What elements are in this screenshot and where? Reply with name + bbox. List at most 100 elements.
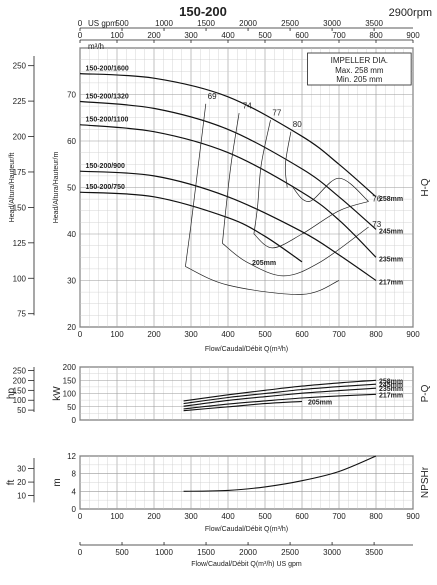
npsh-y-tick-ft: 10 xyxy=(17,492,26,501)
hq-y-tick-ft: 200 xyxy=(13,133,27,142)
npsh-y-tick-m: 4 xyxy=(72,487,77,496)
top-m3h-zero: 0 xyxy=(78,31,83,40)
hq-x-tick-label: 600 xyxy=(295,330,309,339)
top-gpm-tick-label: 1500 xyxy=(197,19,215,28)
npsh-side-label: NPSHr xyxy=(420,466,431,498)
hq-dia-label: 205mm xyxy=(252,260,276,267)
hq-model-label: 150-200/1100 xyxy=(86,117,129,124)
top-gpm-tick-label: 2000 xyxy=(239,19,257,28)
npsh-x-tick-label: 800 xyxy=(369,512,383,521)
hq-model-label: 150-200/900 xyxy=(86,163,125,170)
pq-curve-245mm xyxy=(183,383,377,405)
pq-curve-205mm xyxy=(183,400,303,412)
top-gpm-tick-label: 2500 xyxy=(281,19,299,28)
npsh-x-tick-label: 900 xyxy=(406,512,420,521)
efficiency-contour xyxy=(222,226,369,277)
npsh-ylabel-ft: ft xyxy=(6,480,17,486)
top-gpm-unit: US gpm xyxy=(88,19,117,28)
pq-y-tick-hp: 200 xyxy=(13,376,27,385)
bottom-gpm-tick-label: 1000 xyxy=(155,548,173,557)
pq-dia-label: 205mm xyxy=(308,399,332,406)
hq-y-tick-m: 50 xyxy=(67,184,76,193)
hq-side-label: H-Q xyxy=(420,178,431,197)
bottom-gpm-tick-label: 3000 xyxy=(323,548,341,557)
hq-ylabel-m: Head/Altura/Hauteur/m xyxy=(53,152,60,224)
hq-x-tick-label: 700 xyxy=(332,330,346,339)
hq-x-tick-label: 400 xyxy=(221,330,235,339)
efficiency-contour xyxy=(253,120,271,235)
pq-y-tick-kw: 100 xyxy=(63,390,77,399)
top-m3h-tick-label: 400 xyxy=(221,31,235,40)
top-gpm-tick-label: 0 xyxy=(78,19,83,28)
top-m3h-tick-label: 600 xyxy=(295,31,309,40)
hq-curve-258mm xyxy=(79,73,377,198)
top-gpm-tick-label: 3000 xyxy=(323,19,341,28)
hq-y-tick-ft: 175 xyxy=(13,168,27,177)
top-m3h-tick-label: 900 xyxy=(406,31,420,40)
npsh-y-tick-m: 8 xyxy=(72,470,77,479)
npsh-ylabel-m: m xyxy=(52,478,63,486)
impeller-box-max: Max. 258 mm xyxy=(335,66,384,75)
efficiency-contour xyxy=(292,177,369,202)
hq-y-tick-ft: 100 xyxy=(13,274,27,283)
efficiency-label: 74 xyxy=(243,101,252,110)
efficiency-label: 80 xyxy=(293,120,302,129)
impeller-box-min: Min. 205 mm xyxy=(336,75,383,84)
hq-dia-label: 217mm xyxy=(379,280,403,287)
top-m3h-tick-label: 200 xyxy=(147,31,161,40)
hq-dia-label: 245mm xyxy=(379,228,403,235)
hq-y-tick-ft: 225 xyxy=(13,97,27,106)
pq-curve-258mm xyxy=(183,379,377,402)
pq-ylabel-kw: kW xyxy=(52,386,63,401)
npsh-xlabel: Flow/Caudal/Débit Q(m³/h) xyxy=(205,526,288,533)
top-m3h-tick-label: 300 xyxy=(184,31,198,40)
npsh-x-tick-label: 200 xyxy=(147,512,161,521)
pq-y-tick-kw: 150 xyxy=(63,376,77,385)
bottom-gpm-tick-label: 2000 xyxy=(239,548,257,557)
top-m3h-tick-label: 500 xyxy=(258,31,272,40)
hq-y-tick-ft: 125 xyxy=(13,239,27,248)
pq-ylabel-hp: hp xyxy=(6,388,17,400)
top-m3h-tick-label: 800 xyxy=(369,31,383,40)
npsh-x-tick-label: 0 xyxy=(78,512,83,521)
pq-y-tick-kw: 200 xyxy=(63,363,77,372)
hq-chart: 0 100 200 300 400 500 600 700 800 900203040506070… xyxy=(9,19,431,353)
npsh-y-tick-m: 12 xyxy=(67,452,76,461)
hq-y-tick-ft: 150 xyxy=(13,203,27,212)
hq-ylabel-ft: Head/Altura/Hauteur/ft xyxy=(9,153,16,223)
npsh-x-tick-label: 700 xyxy=(332,512,346,521)
pq-curve-235mm xyxy=(183,387,377,407)
efficiency-label: 69 xyxy=(208,92,217,101)
top-gpm-tick-label: 3500 xyxy=(365,19,383,28)
hq-y-tick-m: 40 xyxy=(67,230,76,239)
hq-y-tick-ft: 75 xyxy=(17,310,26,319)
hq-model-label: 150-200/1600 xyxy=(86,66,129,73)
hq-x-tick-label: 100 xyxy=(110,330,124,339)
efficiency-label: 73 xyxy=(372,220,381,229)
hq-x-tick-label: 500 xyxy=(258,330,272,339)
pq-curve-217mm xyxy=(183,393,377,410)
bottom-gpm-tick-label: 2500 xyxy=(281,548,299,557)
npsh-x-tick-label: 100 xyxy=(110,512,124,521)
hq-curve-217mm xyxy=(79,170,377,281)
pq-y-tick-hp: 50 xyxy=(17,406,26,415)
hq-x-tick-label: 200 xyxy=(147,330,161,339)
pq-dia-label: 235mm xyxy=(379,386,403,393)
hq-x-tick-label: 0 xyxy=(78,330,83,339)
npsh-y-tick-ft: 30 xyxy=(17,465,26,474)
bottom-gpm-tick-label: 3500 xyxy=(365,548,383,557)
efficiency-contour xyxy=(185,266,340,295)
npsh-x-tick-label: 300 xyxy=(184,512,198,521)
pq-y-tick-kw: 50 xyxy=(67,403,76,412)
hq-curve-205mm xyxy=(79,191,303,263)
hq-model-label: 150-200/750 xyxy=(86,184,125,191)
npsh-curve xyxy=(183,455,377,492)
hq-y-tick-m: 20 xyxy=(67,323,76,332)
hq-curve-245mm xyxy=(79,100,377,230)
pq-y-tick-kw: 0 xyxy=(72,416,77,425)
efficiency-label: 76 xyxy=(372,194,381,203)
rpm-label: 2900rpm xyxy=(389,7,432,19)
